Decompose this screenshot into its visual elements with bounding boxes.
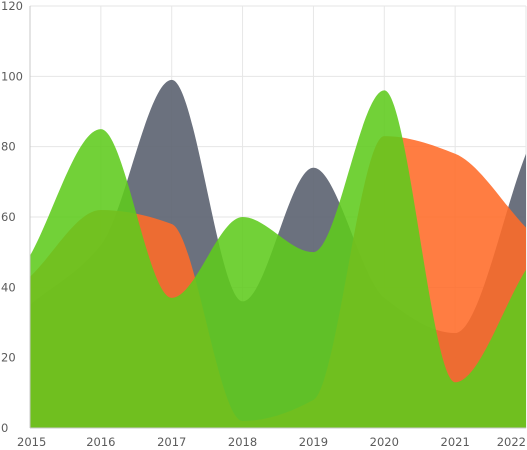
x-tick-label: 2015: [17, 435, 46, 449]
y-axis-ticks: 0 20 40 60 80 100 120: [1, 0, 23, 435]
y-tick-label: 120: [1, 0, 23, 13]
y-tick-label: 80: [1, 140, 16, 154]
axes: [29, 6, 526, 429]
y-tick-label: 0: [1, 421, 8, 435]
series-areas: [30, 79, 526, 429]
y-tick-label: 40: [1, 280, 16, 294]
x-tick-label: 2016: [86, 435, 115, 449]
area-series-3: [30, 90, 526, 429]
y-tick-label: 60: [1, 210, 16, 224]
x-tick-label: 2018: [228, 435, 257, 449]
x-tick-label: 2020: [370, 435, 399, 449]
x-axis-ticks: 2015 2016 2017 2018 2019 2020 2021 2022: [17, 435, 526, 449]
x-tick-label: 2019: [299, 435, 328, 449]
y-tick-label: 20: [1, 351, 16, 365]
x-tick-label: 2017: [157, 435, 186, 449]
x-tick-label: 2021: [441, 435, 470, 449]
y-tick-label: 100: [1, 69, 23, 83]
x-tick-label: 2022: [497, 435, 526, 449]
